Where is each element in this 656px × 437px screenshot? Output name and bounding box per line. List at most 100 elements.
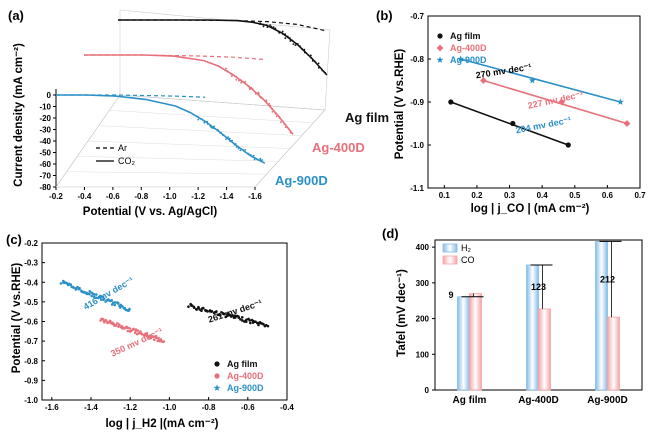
panel-a-noise-point: [271, 107, 274, 110]
panel-a-noise-point: [275, 115, 278, 118]
panel-c-trace-point-ag-film: [248, 319, 251, 322]
panel-c-x-tick-label: -0.6: [241, 403, 255, 412]
panel-c-trace-point-ag-400d: [149, 336, 153, 340]
panel-c-trace-point-ag-film: [240, 315, 244, 319]
panel-c-trace-point-ag-400d: [145, 333, 149, 337]
panel-c-legend-marker-ag-400d: [214, 373, 220, 379]
panel-c-trace-point-ag-900d: [110, 298, 114, 302]
panel-a-noise-point: [251, 155, 254, 158]
panel-c-trace-point-ag-film: [210, 309, 214, 313]
panel-c-trace-point-ag-400d: [152, 338, 156, 342]
panel-c-x-tick-label: -0.8: [202, 403, 216, 412]
panel-a-grid-line: [77, 156, 279, 162]
panel-a-noise-point: [304, 51, 306, 54]
panel-a-noise-point: [314, 61, 317, 63]
panel-a-noise-point: [284, 37, 287, 40]
panel-a-x-tick-label: -0.4: [78, 192, 92, 201]
panel-a-noise-point: [225, 67, 227, 70]
panel-a-y-tick-label: -30: [39, 126, 51, 135]
panel-b-slope-label-ag-900d: 204 mv dec⁻¹: [515, 115, 572, 136]
panel-c-y-tick-label: -0.3: [24, 259, 38, 268]
panel-c-trace-point-ag-400d: [162, 340, 166, 343]
panel-a-noise-point: [262, 23, 264, 26]
panel-a-noise-point: [210, 126, 213, 129]
panel-a-noise-point: [310, 56, 312, 59]
panel-a-noise-point: [278, 117, 281, 119]
panel-a-noise-point: [287, 127, 290, 130]
panel-c-trace-point-ag-film: [200, 309, 203, 313]
panel-c-trace-point-ag-400d: [126, 329, 130, 333]
panel-c-trace-point-ag-900d: [95, 293, 98, 296]
panel-a-noise-point: [317, 62, 320, 65]
panel-d-y-tick-label: 200: [416, 315, 430, 324]
panel-a-grid-line: [66, 171, 267, 175]
panel-d-category-label-ag-400d: Ag-400D: [518, 395, 559, 406]
panel-a-noise-point: [240, 79, 242, 82]
panel-a-noise-point: [200, 118, 203, 120]
panel-c-trace-point-ag-400d: [159, 338, 163, 341]
panel-c-y-tick-label: -1.0: [24, 396, 38, 405]
panel-a-noise-point: [280, 121, 282, 124]
panel-a-x-label: Potential (V vs. Ag/AgCl): [83, 206, 218, 218]
panel-a-y-tick-label: -10: [39, 103, 51, 112]
panel-a-noise-point: [227, 136, 230, 139]
panel-a-curve-ag-900d-ar: [56, 94, 206, 98]
panel-c-trace-point-ag-900d: [92, 295, 96, 299]
panel-b-x-tick-label: 0.1: [439, 191, 451, 200]
panel-b-legend-text-ag-900d: Ag-900D: [450, 55, 487, 65]
panel-a-noise-point: [253, 158, 256, 161]
panel-c-trace-point-ag-film: [244, 320, 248, 324]
panel-a-noise-point: [251, 88, 254, 90]
panel-d-category-label-ag-film: Ag film: [453, 395, 487, 406]
panel-b-point-ag-900d: [457, 55, 464, 62]
panel-c-trace-point-ag-900d: [93, 293, 96, 296]
panel-c-trace-point-ag-900d: [99, 295, 103, 298]
panel-c-trace-point-ag-900d: [88, 289, 92, 293]
panel-a-noise-point: [242, 148, 244, 151]
panel-c-trace-point-ag-film: [231, 314, 235, 317]
panel-a-noise-point: [324, 71, 327, 74]
panel-a-x-tick-label: -0.6: [106, 192, 120, 201]
panel-a-noise-point: [262, 98, 264, 100]
panel-a-noise-point: [271, 111, 274, 113]
panel-d-y-label: Tafel (mV dec⁻¹): [396, 269, 408, 357]
panel-a-y-tick-label: -40: [39, 137, 51, 146]
panel-b-x-tick-label: 0.4: [537, 191, 549, 200]
panel-a-noise-point: [307, 54, 310, 56]
panel-c-trace-point-ag-film: [215, 310, 218, 313]
panel-a-noise-point: [220, 131, 222, 134]
panel-a-noise-point: [247, 152, 249, 155]
panel-a-noise-point: [231, 74, 234, 76]
panel-b-point-ag-400d: [480, 77, 487, 84]
panel-c-trace-point-ag-film: [197, 305, 200, 309]
panel-a-noise-point: [237, 147, 240, 150]
panel-b-fit-ag-400d: [483, 79, 628, 125]
panel-c-trace-point-ag-900d: [113, 301, 117, 304]
panel-c-trace-point-ag-400d: [104, 318, 108, 322]
panel-c-x-tick-label: -1.0: [163, 403, 177, 412]
panel-b-x-tick-label: 0.7: [634, 191, 646, 200]
panel-b-x-tick-label: 0.3: [504, 191, 516, 200]
panel-c-trace-point-ag-400d: [157, 336, 160, 340]
panel-a-noise-point: [261, 159, 263, 161]
panel-c-trace-point-ag-900d: [99, 298, 103, 301]
panel-c-trace-point-ag-film: [201, 306, 205, 310]
panel-a-y-tick-label: -80: [39, 183, 51, 192]
panel-b-y-label: Potential (V vs.RHE): [394, 49, 406, 160]
panel-c-y-tick-label: -0.6: [24, 318, 38, 327]
panel-c-trace-point-ag-400d: [133, 331, 137, 335]
panel-a-noise-point: [288, 37, 291, 39]
panel-d-legend-text-h2: H₂: [461, 243, 471, 253]
panel-d-label: (d): [382, 226, 399, 241]
panel-a-noise-point: [217, 129, 220, 132]
panel-a-noise-point: [229, 140, 232, 143]
panel-b-point-ag-400d: [558, 98, 566, 106]
panel-a-x-tick-label: -0.2: [49, 192, 63, 201]
panel-b-legend-marker-ag-400d: [436, 44, 444, 52]
panel-b-point-ag-film: [510, 120, 516, 127]
panel-a-noise-point: [300, 47, 303, 50]
panel-a-noise-point: [283, 123, 286, 125]
panel-d-legend-swatch-h2: [442, 243, 458, 253]
panel-d-category-label-ag-900d: Ag-900D: [587, 395, 628, 406]
